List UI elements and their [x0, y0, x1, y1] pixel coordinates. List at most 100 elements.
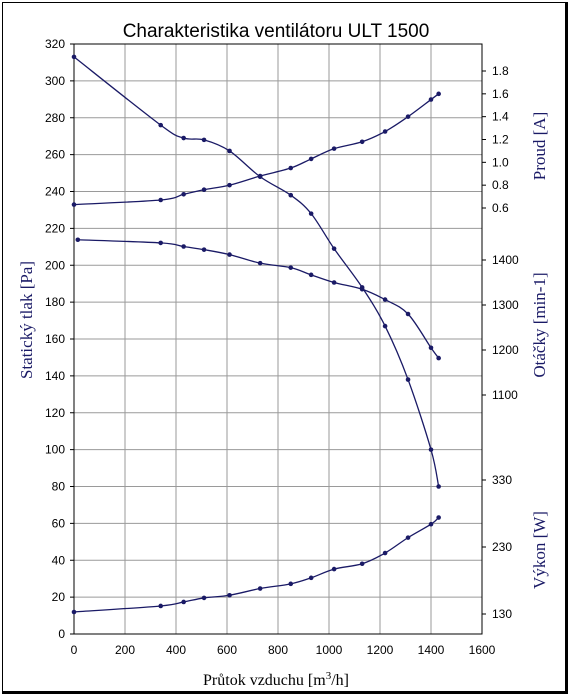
- y-right-rpm-axis-label: Otáčky [min-1]: [530, 272, 549, 377]
- data-point-right_rpm: [359, 286, 365, 292]
- grid: [74, 44, 482, 634]
- data-point-right_power: [428, 521, 434, 527]
- data-point-right_power: [405, 535, 411, 540]
- y-right-tick-label-right_rpm: 1400: [492, 253, 519, 267]
- data-point-right_rpm: [227, 252, 232, 257]
- data-point-right_power: [308, 575, 314, 581]
- y-left-tick-label: 200: [45, 258, 65, 272]
- data-point-right_current: [201, 187, 207, 193]
- data-point-right_current: [428, 97, 434, 102]
- data-point-right_rpm: [428, 345, 434, 351]
- y-right-tick-label-right_current: 1.2: [492, 133, 509, 147]
- y-right-tick-label-right_power: 330: [492, 473, 512, 487]
- data-point-right_rpm: [181, 244, 186, 249]
- y-right-tick-label-right_current: 1.0: [492, 155, 509, 169]
- data-point-left: [382, 323, 388, 329]
- data-point-left: [331, 246, 337, 251]
- data-point-left: [227, 148, 232, 154]
- y-left-tick-label: 220: [45, 221, 65, 235]
- data-point-right_current: [227, 182, 232, 188]
- y-left-tick-label: 80: [52, 480, 66, 494]
- y-right-tick-label-right_rpm: 1200: [492, 343, 519, 357]
- data-point-right_rpm: [331, 280, 337, 285]
- y-right-tick-label-right_rpm: 1300: [492, 298, 519, 312]
- tick-labels: 0 200 400 600 800 1000 1200 1400 1600 0 20 40 60 80 10…: [45, 37, 519, 657]
- y-left-tick-label: 100: [45, 443, 65, 457]
- x-tick-label: 600: [217, 643, 237, 657]
- x-tick-label: 1200: [367, 643, 394, 657]
- data-point-left: [288, 192, 294, 198]
- data-point-right_current: [436, 91, 441, 97]
- y-right-tick-label-right_current: 0.8: [492, 178, 509, 192]
- data-point-right_current: [158, 197, 163, 203]
- data-point-left: [181, 135, 186, 141]
- y-left-tick-label: 260: [45, 148, 65, 162]
- data-point-right_rpm: [405, 311, 411, 317]
- data-point-right_power: [382, 550, 388, 556]
- data-point-right_rpm: [201, 247, 207, 252]
- y-right-power-axis-label: Výkon [W]: [530, 511, 549, 589]
- data-point-right_rpm: [382, 297, 388, 302]
- data-point-right_current: [71, 202, 77, 207]
- y-right-tick-label-right_rpm: 1100: [492, 388, 518, 402]
- data-point-right_rpm: [436, 355, 441, 361]
- data-point-right_current: [382, 129, 388, 134]
- data-point-left: [428, 447, 434, 452]
- y-left-tick-label: 300: [45, 74, 65, 88]
- y-left-tick-label: 240: [45, 185, 65, 199]
- data-point-right_power: [201, 595, 207, 601]
- x-axis-label-suffix: /h]: [331, 672, 349, 689]
- y-right-tick-label-right_current: 0.6: [492, 201, 509, 215]
- data-point-right_rpm: [308, 272, 314, 278]
- x-tick-label: 1000: [316, 643, 343, 657]
- data-point-right_power: [181, 599, 186, 605]
- data-point-right_current: [405, 114, 411, 119]
- x-axis-label: Průtok vzduchu [m3/h]: [203, 670, 349, 689]
- y-left-tick-label: 40: [52, 553, 66, 567]
- x-tick-label: 1600: [469, 643, 496, 657]
- x-tick-label: 800: [268, 643, 288, 657]
- data-point-left: [201, 137, 207, 143]
- series-line-left: [73, 56, 440, 487]
- data-point-right_rpm: [75, 237, 81, 243]
- y-right-tick-label-right_current: 1.6: [492, 87, 509, 101]
- x-tick-label: 200: [115, 643, 135, 657]
- x-tick-label: 0: [71, 643, 78, 657]
- y-left-tick-label: 180: [45, 295, 65, 309]
- y-left-tick-label: 320: [45, 37, 65, 51]
- series-line-right_power: [73, 517, 440, 613]
- data-point-right_current: [181, 192, 186, 197]
- data-point-right_rpm: [257, 260, 263, 266]
- y-left-axis-label: Statický tlak [Pa]: [17, 261, 36, 379]
- x-axis-label-sup: 3: [326, 670, 332, 682]
- data-point-right_power: [158, 603, 163, 609]
- data-point-right_power: [436, 515, 441, 520]
- y-left-tick-label: 120: [45, 406, 65, 420]
- data-point-right_power: [227, 592, 232, 598]
- y-right-tick-label-right_power: 130: [492, 607, 512, 621]
- data-point-left: [308, 211, 314, 216]
- data-point-right_rpm: [288, 265, 294, 270]
- x-tick-label: 1400: [418, 643, 445, 657]
- data-point-right_current: [359, 139, 365, 145]
- y-right-tick-label-right_power: 230: [492, 540, 512, 554]
- data-point-left: [405, 377, 411, 382]
- y-right-tick-label-right_current: 1.4: [492, 110, 509, 124]
- data-point-right_current: [288, 165, 294, 171]
- data-point-right_current: [308, 156, 314, 162]
- y-left-tick-label: 280: [45, 111, 65, 125]
- data-point-left: [436, 484, 441, 489]
- series-group: [71, 54, 441, 615]
- data-point-right_power: [359, 561, 365, 567]
- y-right-tick-label-right_current: 1.8: [492, 64, 509, 78]
- data-point-right_power: [71, 609, 77, 615]
- axes: [70, 43, 486, 635]
- x-axis-label-prefix: Průtok vzduchu [m: [203, 672, 326, 689]
- data-point-left: [158, 122, 163, 128]
- y-left-tick-label: 60: [52, 516, 66, 530]
- series-line-right_current: [73, 93, 440, 206]
- data-point-right_current: [257, 173, 263, 179]
- chart-title: Charakteristika ventilátoru ULT 1500: [123, 21, 430, 42]
- x-tick-label: 400: [166, 643, 186, 657]
- data-point-right_power: [331, 566, 337, 572]
